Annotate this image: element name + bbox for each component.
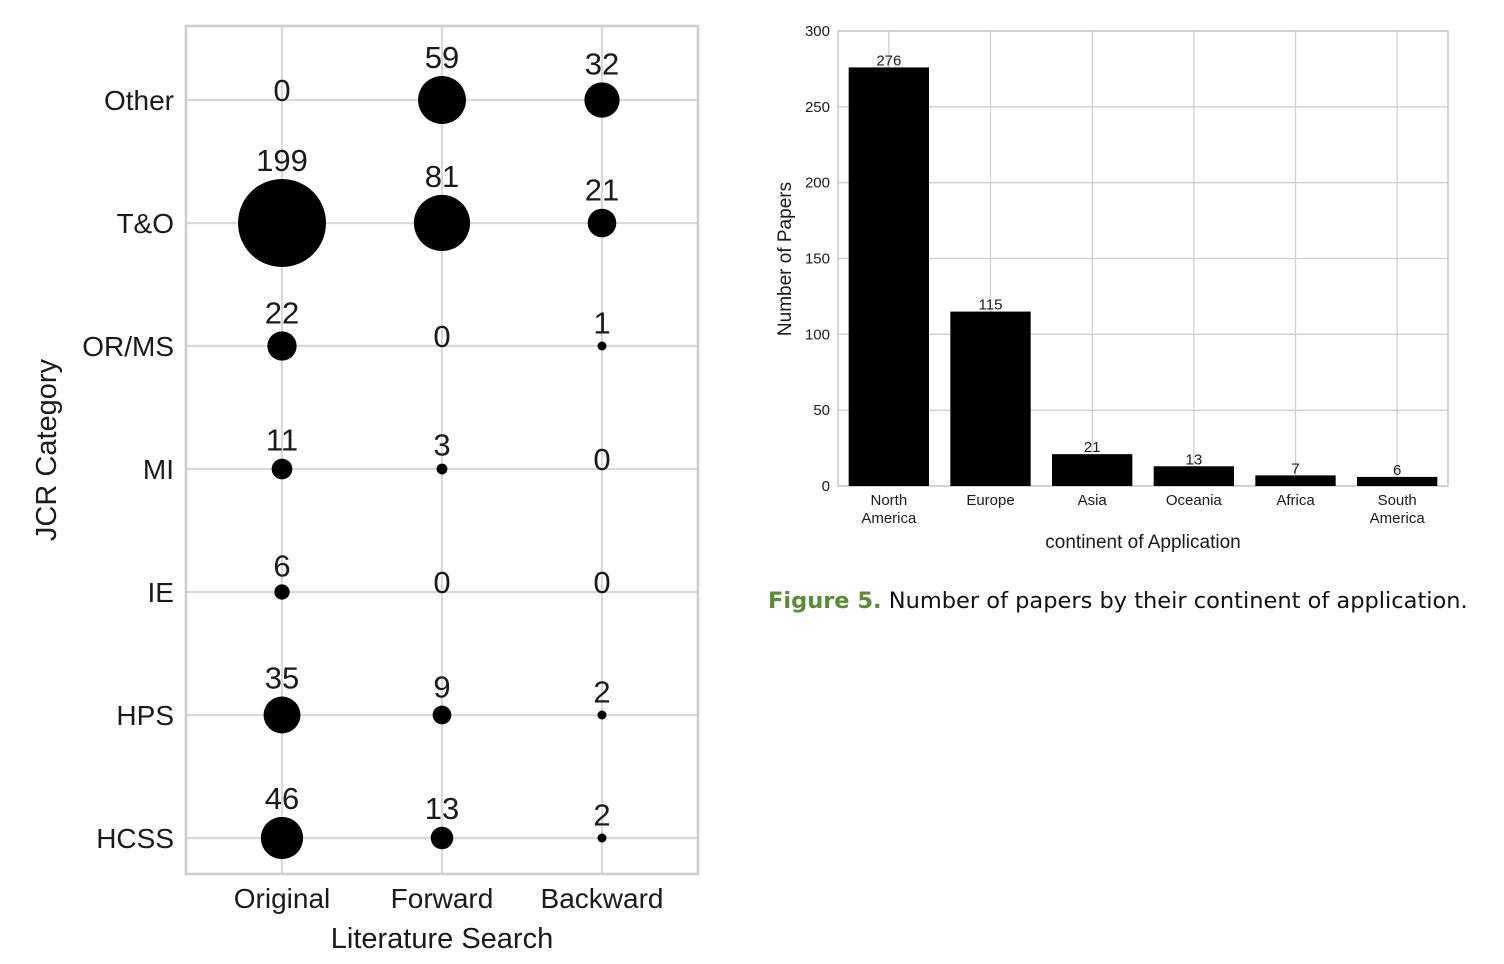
bubble-label-or-ms-forward: 0 [433, 319, 450, 354]
bubble-mi-original [271, 458, 293, 480]
x-tick-label-original: Original [234, 883, 330, 914]
bar-y-tick-label-300: 300 [805, 23, 830, 40]
y-tick-label-hps: HPS [116, 700, 174, 731]
bar-x-tick-label-oceania: Oceania [1166, 492, 1223, 509]
bubble-hps-backward [597, 710, 607, 720]
bubble-label-other-forward: 59 [425, 40, 459, 75]
bar-value-label-north-america: 276 [876, 52, 901, 69]
bar-y-tick-label-50: 50 [813, 402, 830, 419]
bubble-label-tando-original: 199 [256, 143, 308, 178]
bubble-mi-forward [436, 463, 448, 475]
bubble-hps-original [263, 696, 301, 734]
bubble-label-tando-backward: 21 [585, 173, 619, 208]
bar-x-axis-title: continent of Application [1045, 532, 1240, 553]
bar-north-america [848, 67, 929, 487]
bubble-label-other-original: 0 [273, 73, 290, 108]
bar-asia [1052, 454, 1133, 486]
bubble-tando-original [238, 179, 326, 267]
bar-y-tick-label-200: 200 [805, 175, 830, 192]
figure-caption: Figure 5. Number of papers by their cont… [768, 588, 1468, 614]
bubble-label-ie-forward: 0 [433, 565, 450, 600]
y-tick-label-or-ms: OR/MS [82, 331, 174, 362]
y-tick-label-tando: T&O [116, 208, 174, 239]
bubble-label-hcss-forward: 13 [425, 791, 459, 826]
y-tick-label-other: Other [104, 85, 174, 116]
bar-x-tick-label-europe: Europe [966, 492, 1014, 509]
bubble-tando-backward [587, 208, 617, 238]
bubble-label-mi-original: 11 [266, 423, 298, 458]
bubble-hcss-backward [597, 833, 607, 843]
bar-value-label-south-america: 6 [1393, 462, 1401, 479]
bubble-label-hps-backward: 2 [593, 675, 610, 710]
bar-value-label-oceania: 13 [1185, 451, 1202, 468]
bubble-label-hps-forward: 9 [433, 670, 450, 705]
y-tick-label-hcss: HCSS [96, 823, 174, 854]
bubble-other-forward [418, 76, 466, 124]
bar-africa [1255, 475, 1336, 486]
bubble-label-or-ms-backward: 1 [593, 306, 610, 341]
bar-x-tick-label-north-america-line-2: America [861, 510, 917, 527]
bubble-label-tando-forward: 81 [425, 159, 459, 194]
x-axis-title: Literature Search [331, 923, 553, 955]
bubble-hps-forward [432, 705, 452, 725]
bar-value-label-africa: 7 [1291, 460, 1299, 477]
y-axis-title: JCR Category [31, 358, 63, 541]
x-tick-label-backward: Backward [541, 883, 664, 914]
bar-y-tick-label-0: 0 [822, 478, 830, 495]
bar-y-tick-label-100: 100 [805, 326, 830, 343]
bubble-label-other-backward: 32 [585, 46, 619, 81]
bar-value-label-europe: 115 [979, 297, 1003, 314]
bubble-label-mi-forward: 3 [433, 428, 450, 463]
bubble-plot-frame [184, 24, 700, 876]
bar-plot-frame [837, 30, 1449, 487]
bar-south-america [1357, 476, 1438, 486]
bubble-label-ie-backward: 0 [593, 565, 610, 600]
bubble-label-or-ms-original: 22 [265, 295, 299, 330]
bubble-or-ms-original [267, 331, 297, 361]
bubble-label-hcss-original: 46 [265, 781, 299, 816]
bubble-label-hcss-backward: 2 [593, 798, 610, 833]
bar-y-tick-label-150: 150 [805, 251, 830, 268]
bubble-hcss-forward [430, 826, 454, 850]
bubble-label-hps-original: 35 [265, 661, 299, 696]
bar-oceania [1153, 466, 1234, 486]
bubble-label-ie-original: 6 [273, 548, 290, 583]
bar-x-tick-label-north-america-line-1: North [870, 492, 907, 509]
bar-y-tick-label-250: 250 [805, 99, 830, 116]
x-tick-label-forward: Forward [391, 883, 494, 914]
bubble-or-ms-backward [597, 341, 607, 351]
figure-caption-text: Number of papers by their continent of a… [881, 588, 1468, 614]
bubble-other-backward [584, 82, 620, 118]
bar-x-tick-label-asia: Asia [1078, 492, 1108, 509]
bar-x-tick-label-africa: Africa [1276, 492, 1315, 509]
figure-caption-prefix: Figure 5. [768, 588, 882, 614]
bar-value-label-asia: 21 [1084, 439, 1101, 456]
y-tick-label-mi: MI [143, 454, 174, 485]
bubble-hcss-original [260, 816, 304, 860]
y-tick-label-ie: IE [148, 577, 174, 608]
bar-x-tick-label-south-america-line-2: America [1370, 510, 1426, 527]
bubble-label-mi-backward: 0 [593, 442, 610, 477]
bar-x-tick-label-south-america-line-1: South [1378, 492, 1417, 509]
bubble-tando-forward [413, 194, 471, 252]
bar-europe [950, 311, 1031, 486]
bar-y-axis-title: Number of Papers [775, 182, 796, 336]
bubble-ie-original [274, 584, 290, 600]
